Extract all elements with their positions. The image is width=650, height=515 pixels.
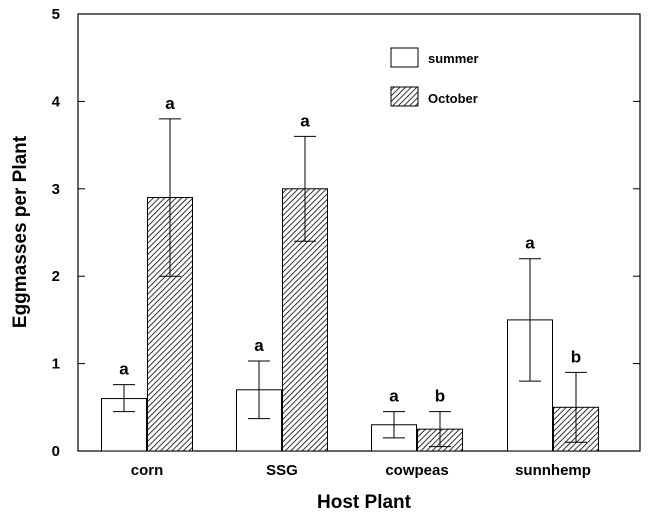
error-bar-october-ssg — [294, 135, 316, 242]
legend: summer October — [390, 47, 479, 107]
significance-letter-october-corn: a — [165, 94, 175, 113]
y-tick-label: 2 — [52, 268, 60, 285]
x-axis-title: Host Plant — [317, 492, 412, 513]
legend-swatch-october — [390, 86, 419, 107]
y-axis-title: Eggmasses per Plant — [10, 135, 31, 328]
error-bar-summer-cowpeas — [383, 411, 405, 439]
legend-label-october: October — [428, 91, 478, 106]
plot-area — [77, 13, 641, 452]
y-tick-label: 3 — [52, 181, 60, 198]
error-bar-october-corn — [159, 118, 181, 277]
significance-letters-layer: a a a a a a b b — [119, 94, 581, 406]
y-tick-label: 5 — [52, 6, 60, 23]
y-tick-label: 1 — [52, 356, 60, 373]
legend-swatch-summer — [390, 47, 419, 68]
error-bar-summer-ssg — [248, 360, 270, 420]
error-bar-summer-sunnhemp — [519, 258, 541, 382]
x-tick-label-sunnhemp: sunnhemp — [515, 462, 591, 479]
significance-letter-summer-cowpeas: a — [389, 387, 399, 406]
significance-letter-october-ssg: a — [300, 111, 310, 130]
bars-layer — [101, 188, 599, 452]
x-axis: corn SSG cowpeas sunnhemp — [131, 444, 591, 479]
y-tick-label: 0 — [52, 443, 60, 460]
x-tick-label-ssg: SSG — [266, 462, 298, 479]
y-tick-label: 4 — [52, 93, 61, 110]
plot-border — [77, 13, 641, 452]
significance-letter-october-sunnhemp: b — [571, 347, 581, 366]
error-bar-october-cowpeas — [429, 411, 451, 448]
error-bar-summer-corn — [113, 384, 135, 413]
error-bars-layer — [113, 118, 587, 448]
bar-october-corn — [147, 197, 193, 452]
significance-letter-summer-sunnhemp: a — [525, 234, 535, 253]
significance-letter-summer-corn: a — [119, 360, 129, 379]
x-tick-label-corn: corn — [131, 462, 164, 479]
error-bar-october-sunnhemp — [565, 371, 587, 443]
significance-letter-october-cowpeas: b — [435, 387, 445, 406]
significance-letter-summer-ssg: a — [254, 336, 264, 355]
legend-label-summer: summer — [428, 51, 479, 66]
x-tick-label-cowpeas: cowpeas — [385, 462, 448, 479]
y-axis: 0 1 2 3 4 5 — [52, 6, 640, 460]
